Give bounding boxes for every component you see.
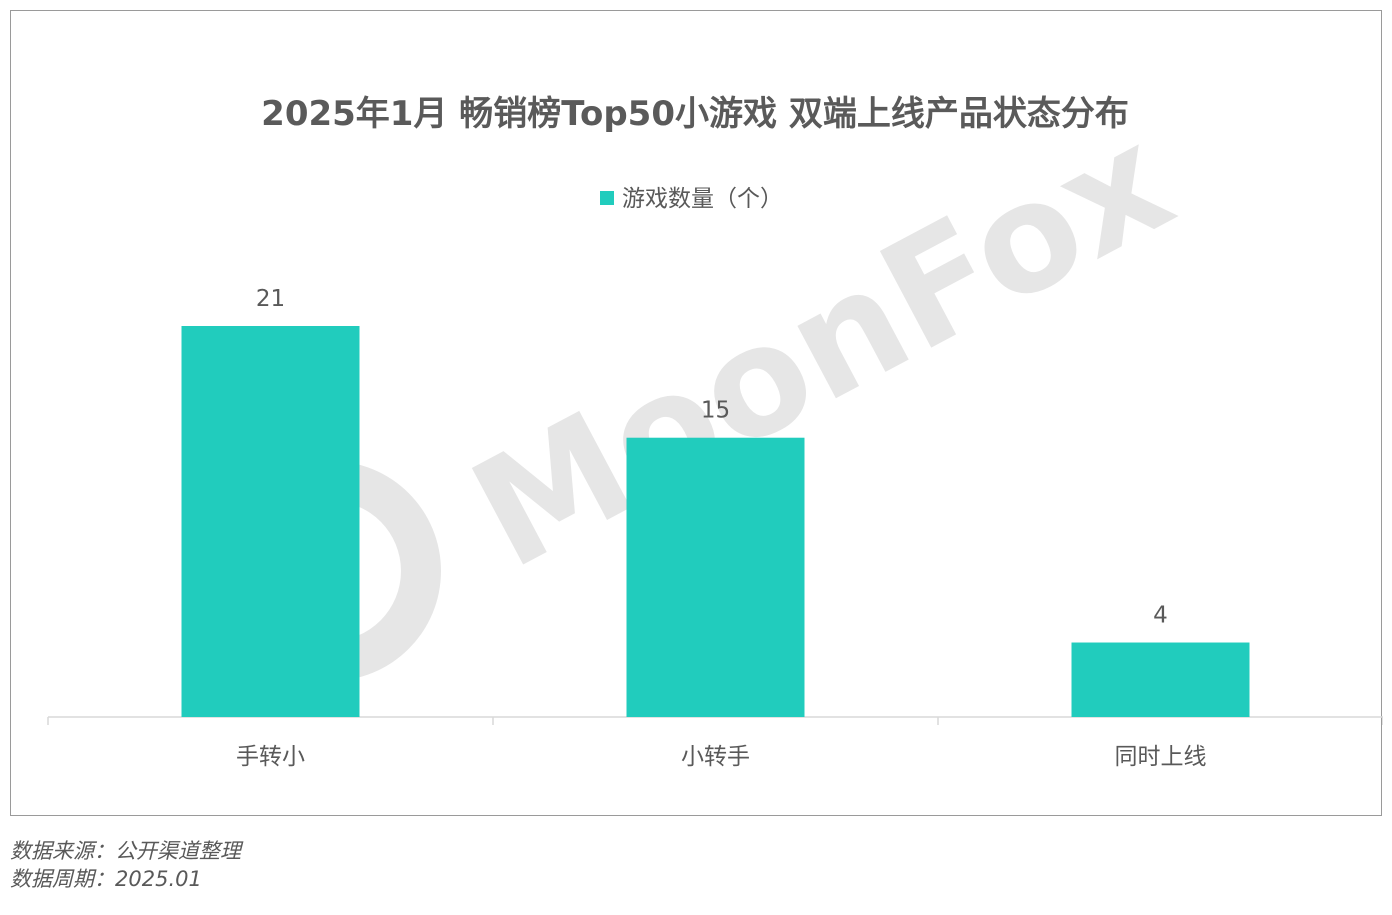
data-period-note: 数据周期：2025.01 — [10, 867, 202, 891]
x-tick-label-2: 小转手 — [681, 744, 750, 770]
bars: 21 手转小 15 小转手 4 同时上线 — [181, 286, 1250, 770]
x-axis — [47, 716, 1383, 725]
legend-label: 游戏数量（个） — [622, 186, 783, 212]
bar-chart: MoonFox 2025年1月 畅销榜Top50小游戏 双端上线产品状态分布 游… — [47, 93, 1383, 770]
data-source-note: 数据来源：公开渠道整理 — [10, 839, 241, 863]
x-tick-label-1: 手转小 — [236, 744, 305, 770]
chart-frame: MoonFox 2025年1月 畅销榜Top50小游戏 双端上线产品状态分布 游… — [10, 10, 1383, 816]
bar-2 — [626, 437, 805, 717]
data-label-1: 21 — [256, 286, 285, 312]
watermark-text: MoonFox — [446, 93, 1197, 603]
bar-1 — [181, 326, 360, 717]
data-label-2: 15 — [701, 398, 730, 424]
legend-swatch — [600, 191, 614, 205]
x-tick-label-3: 同时上线 — [1115, 744, 1207, 770]
legend: 游戏数量（个） — [600, 186, 783, 212]
chart-title: 2025年1月 畅销榜Top50小游戏 双端上线产品状态分布 — [261, 94, 1129, 134]
data-label-3: 4 — [1153, 603, 1168, 629]
bar-3 — [1071, 642, 1250, 717]
